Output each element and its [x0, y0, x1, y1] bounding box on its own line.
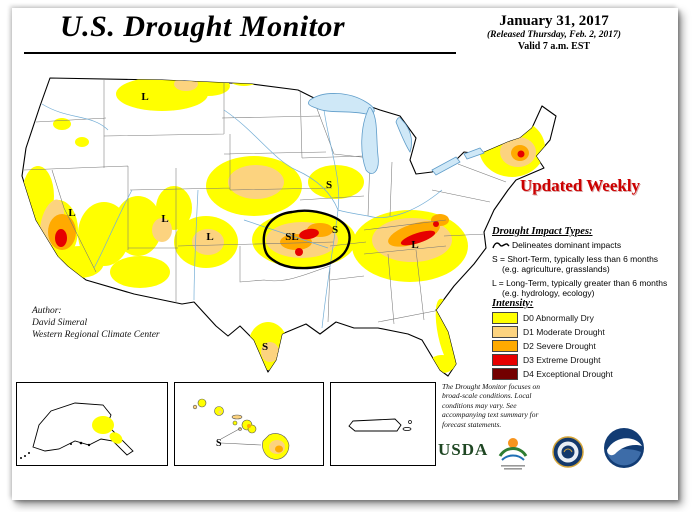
- impact-label-s: S: [326, 179, 332, 191]
- great-lakes: [308, 93, 485, 176]
- agency-logos: USDA: [436, 424, 674, 480]
- updated-weekly-note: Updated Weekly: [519, 176, 641, 195]
- usda-logo: USDA: [438, 440, 489, 459]
- legend-swatch-d2: [492, 340, 518, 352]
- date-block: January 31, 2017 (Released Thursday, Feb…: [442, 13, 666, 53]
- impact-label-sl: SL: [285, 231, 298, 243]
- impact-label-l: L: [411, 239, 418, 251]
- release-date: (Released Thursday, Feb. 2, 2017): [487, 30, 621, 41]
- legend-row-d0: D0 Abnormally Dry: [492, 312, 674, 324]
- puerto-rico-inset: [330, 382, 436, 466]
- dominant-impact-outline: [262, 209, 351, 270]
- legend-swatch-d0: [492, 312, 518, 324]
- hawaii-leader-lines: [220, 427, 262, 446]
- long-term-definition: L = Long-Term, typically greater than 6 …: [492, 277, 668, 298]
- impact-types-heading: Drought Impact Types:: [492, 226, 593, 237]
- intensity-legend-rows: D0 Abnormally Dry D1 Moderate Drought D2 S…: [492, 312, 674, 380]
- legend-swatch-d1: [492, 326, 518, 338]
- author-label: Author:: [32, 306, 62, 316]
- legend-label-d1: D1 Moderate Drought: [523, 327, 605, 337]
- legend-swatch-d3: [492, 354, 518, 366]
- legend-row-d1: D1 Moderate Drought: [492, 326, 674, 338]
- valid-time: Valid 7 a.m. EST: [517, 41, 591, 53]
- hawaii-inset: S: [174, 382, 324, 466]
- author-block: Author: David Simeral Western Regional C…: [32, 306, 160, 342]
- impact-label-s: S: [262, 341, 268, 353]
- map-date: January 31, 2017: [499, 13, 609, 29]
- legend-label-d0: D0 Abnormally Dry: [523, 313, 594, 323]
- ndmc-logo: [498, 438, 528, 470]
- puerto-rico-islands: [348, 418, 412, 432]
- legend-label-d2: D2 Severe Drought: [523, 341, 596, 351]
- hawaii-islands: [192, 398, 290, 460]
- alaska-map: [20, 402, 134, 459]
- impact-delineation-label: Delineates dominant impacts: [512, 240, 622, 250]
- impact-label-s: S: [332, 224, 338, 236]
- hawaii-impact-label: S: [216, 438, 222, 449]
- author-name: David Simeral: [32, 317, 88, 328]
- legend-label-d3: D3 Extreme Drought: [523, 355, 601, 365]
- impact-label-l: L: [161, 213, 168, 225]
- short-term-definition: S = Short-Term, typically less than 6 mo…: [492, 254, 659, 275]
- puerto-rico-map: [348, 418, 412, 432]
- legend-swatch-d4: [492, 368, 518, 380]
- legend-row-d4: D4 Exceptional Drought: [492, 368, 674, 380]
- impact-delineation-row: Delineates dominant impacts: [492, 240, 674, 252]
- title-underline: [24, 52, 456, 54]
- disclaimer-text: The Drought Monitor focuses on broad-sca…: [442, 382, 541, 429]
- page-title: U.S. Drought Monitor: [60, 10, 346, 43]
- impact-types-section: Drought Impact Types: Delineates dominan…: [492, 226, 674, 301]
- drought-monitor-sheet: U.S. Drought Monitor January 31, 2017 (R…: [12, 8, 678, 500]
- impact-label-l: L: [206, 231, 213, 243]
- intensity-legend: Intensity: D0 Abnormally Dry D1 Moderate …: [492, 298, 674, 382]
- legend-row-d3: D3 Extreme Drought: [492, 354, 674, 366]
- legend-label-d4: D4 Exceptional Drought: [523, 369, 613, 379]
- drought-d3-areas: [55, 150, 525, 256]
- intensity-heading: Intensity:: [492, 298, 534, 309]
- hawaii-map: S: [192, 398, 290, 460]
- legend-row-d2: D2 Severe Drought: [492, 340, 674, 352]
- rivers: [41, 103, 443, 329]
- author-org: Western Regional Climate Center: [32, 329, 160, 340]
- impact-label-l: L: [68, 207, 75, 219]
- alaska-inset: [16, 382, 168, 466]
- commerce-seal-logo: [552, 436, 584, 468]
- noaa-logo: [604, 428, 644, 468]
- impact-delineation-squiggle-icon: [492, 240, 512, 252]
- impact-label-l: L: [141, 91, 148, 103]
- drought-d2-areas: [48, 145, 529, 250]
- alaska-drought-areas: [20, 402, 134, 459]
